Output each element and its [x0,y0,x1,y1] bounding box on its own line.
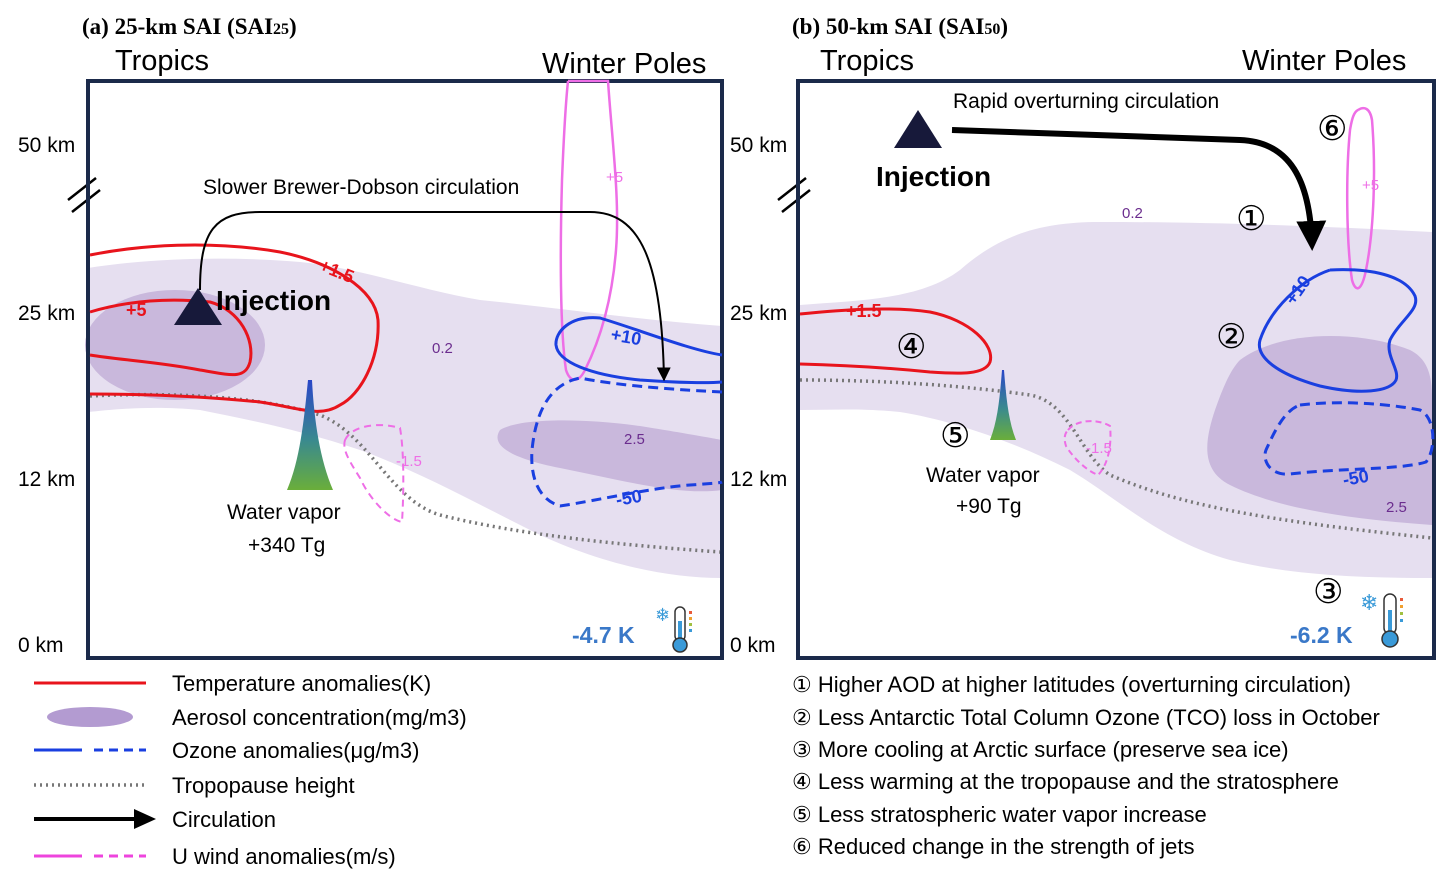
panel-b: (b) 50-km SAI (SAI50) Tropics Winter Pol… [730,14,1436,660]
panel-a-axis-break [67,177,101,213]
legend-label: Circulation [172,807,276,832]
finding-item-3: ③ More cooling at Arctic surface (preser… [792,737,1289,762]
legend-label: Tropopause height [172,773,355,798]
panel-a-temp-contour-plus1.5 [89,243,380,413]
panel-a-circulation-arrow [199,211,671,382]
panel-a-tropics-label: Tropics [115,45,209,77]
panel-a-aerosol-label-0.2: 0.2 [432,340,453,357]
panel-a-alt-50km: 50 km [18,134,75,157]
panel-a-temp-contour-plus5 [89,298,253,377]
panel-b-injection-triangle [894,110,942,148]
panel-a-frame [86,79,724,660]
panel-a-alt-25km: 25 km [18,302,75,325]
panel-b-marker-5: ⑤ [940,416,970,456]
panel-a-aerosol-region-2.5 [497,420,722,492]
panel-a-injection-triangle [174,288,222,325]
panel-a-temp-label-plus5: +5 [126,300,147,320]
panel-a-ozone-contour-plus10 [554,316,723,385]
panel-b-axis-break [777,177,811,213]
svg-text:❄: ❄ [655,605,670,626]
panel-a-altitude-axis: 50 km 25 km 12 km 0 km [18,134,101,657]
panel-b-marker-4: ④ [896,327,926,367]
panel-b-wind-label-plus5: +5 [1362,177,1379,194]
thermometer-snowflake-icon: ❄ [655,605,692,653]
panel-b-alt-12km: 12 km [730,468,787,491]
finding-item-4: ④ Less warming at the tropopause and the… [792,769,1339,794]
legend-item-aerosol: Aerosol concentration(mg/m3) [47,705,467,730]
legend-item-ozone: Ozone anomalies(μg/m3) [34,738,419,763]
panel-b-ozone-label-minus50: -50 [1341,466,1370,490]
panel-a-aerosol-label-2.5: 2.5 [624,431,645,448]
panel-b-surface-temp: -6.2 K [1290,622,1353,648]
finding-item-5: ⑤ Less stratospheric water vapor increas… [792,802,1207,827]
panel-b-wind-contour-plus5 [1345,106,1376,290]
legend-item-tropopause: Tropopause height [34,773,355,798]
panel-b-injection-label: Injection [876,161,991,192]
panel-b-alt-0km: 0 km [730,634,776,657]
panel-b-altitude-axis: 50 km 25 km 12 km 0 km [730,134,811,657]
panel-b-circulation-arrow [951,127,1327,251]
panel-b-winter-poles-label: Winter Poles [1242,45,1406,77]
panel-a-water-vapor-amount: +340 Tg [248,534,325,557]
panel-b-marker-3: ③ [1313,572,1343,612]
legend-label: Ozone anomalies(μg/m3) [172,738,419,763]
finding-item-2: ② Less Antarctic Total Column Ozone (TCO… [792,705,1380,730]
panel-a-surface-temp: -4.7 K [572,622,635,648]
svg-text:❄: ❄ [1360,591,1378,616]
panel-a-circulation-label: Slower Brewer-Dobson circulation [203,176,519,199]
legend: Temperature anomalies(K) Aerosol concent… [34,671,467,869]
panel-b-alt-50km: 50 km [730,134,787,157]
panel-b-water-vapor-label: Water vapor [926,464,1040,487]
panel-a-ozone-contour-minus50 [530,376,723,508]
panel-b-circulation-label: Rapid overturning circulation [953,90,1219,113]
panel-a-wind-label-plus5: +5 [606,169,623,186]
panel-a-water-vapor-label: Water vapor [227,501,341,524]
panel-a-alt-12km: 12 km [18,468,75,491]
legend-label: Aerosol concentration(mg/m3) [172,705,467,730]
panel-b-title: (b) 50-km SAI (SAI50) [792,14,1008,39]
legend-item-temperature: Temperature anomalies(K) [34,671,431,696]
panel-b-aerosol-region-2.5 [1207,336,1432,525]
panel-b-wind-contour-minus1.5 [1063,420,1112,477]
panel-b-marker-6: ⑥ [1317,109,1347,149]
panel-a-ozone-label-minus50: -50 [614,486,643,510]
panel-b-ozone-contour-plus10 [1257,268,1418,393]
panel-b-frame [796,79,1436,660]
finding-item-1: ① Higher AOD at higher latitudes (overtu… [792,672,1351,697]
panel-b-temp-label-plus1.5: +1.5 [846,301,882,321]
panel-a-injection-label: Injection [216,285,331,316]
panel-b-aerosol-label-0.2: 0.2 [1122,205,1143,222]
panel-a-winter-poles-label: Winter Poles [542,48,706,80]
panel-a: (a) 25-km SAI (SAI25) Tropics Winter Pol… [18,14,724,660]
finding-item-6: ⑥ Reduced change in the strength of jets [792,834,1195,859]
panel-b-marker-1: ① [1236,199,1266,239]
panel-a-alt-0km: 0 km [18,634,64,657]
panel-b-wind-label-minus1.5: -1.5 [1086,440,1112,457]
panel-a-wind-label-minus1.5: -1.5 [396,453,422,470]
panel-b-water-vapor-amount: +90 Tg [956,495,1022,518]
panel-b-temp-contour-plus1.5 [799,307,993,375]
legend-item-circulation: Circulation [34,807,276,832]
legend-label: U wind anomalies(m/s) [172,844,396,869]
panel-a-water-vapor-plume [287,380,333,490]
panel-a-wind-contour-minus1.5 [343,424,405,524]
legend-label: Temperature anomalies(K) [172,671,431,696]
panel-a-title: (a) 25-km SAI (SAI25) [82,14,297,39]
legend-item-wind: U wind anomalies(m/s) [34,844,396,869]
panel-b-marker-2: ② [1216,317,1246,357]
thermometer-snowflake-icon: ❄ [1360,591,1403,648]
panel-b-tropics-label: Tropics [820,45,914,77]
panel-b-ozone-contour-minus50 [1263,401,1435,476]
findings-list: ① Higher AOD at higher latitudes (overtu… [792,672,1380,859]
panel-b-alt-25km: 25 km [730,302,787,325]
panel-b-aerosol-label-2.5: 2.5 [1386,499,1407,516]
panel-b-water-vapor-plume [990,370,1016,440]
